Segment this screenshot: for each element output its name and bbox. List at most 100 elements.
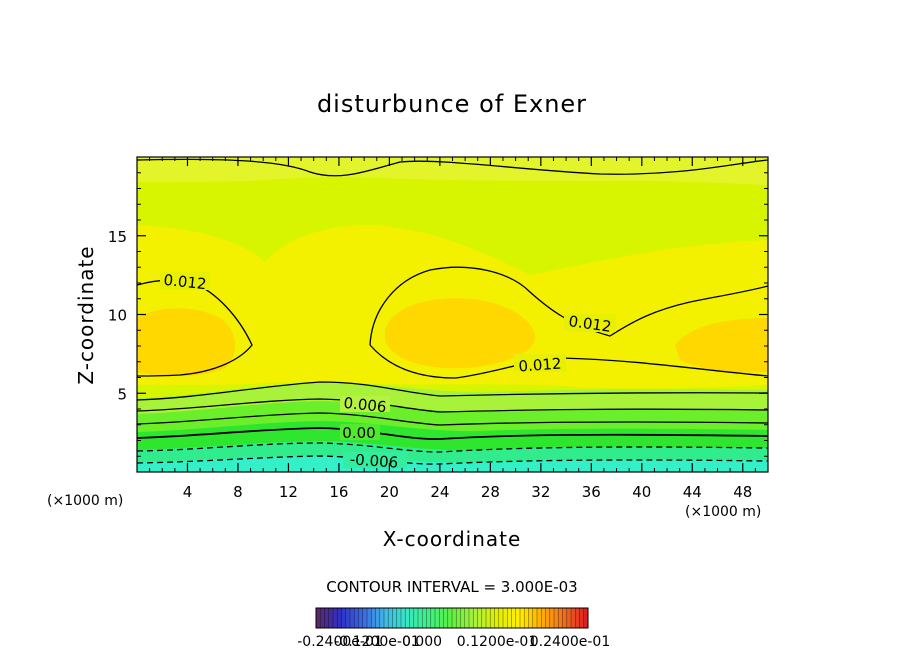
colorbar bbox=[315, 607, 589, 629]
colorbar-swatch bbox=[435, 608, 440, 628]
colorbar-swatch bbox=[418, 608, 423, 628]
colorbar-swatch bbox=[324, 608, 330, 628]
colorbar-tick-label: 0.2400e-01 bbox=[530, 634, 610, 650]
colorbar-swatch bbox=[316, 608, 321, 628]
colorbar-swatch bbox=[345, 608, 351, 628]
colorbar-swatch bbox=[384, 608, 389, 628]
colorbar-swatch bbox=[367, 608, 372, 628]
colorbar-swatch bbox=[333, 608, 338, 628]
colorbar-tick-label: -0.1200e-01 bbox=[334, 634, 420, 650]
fill-gold-center bbox=[385, 298, 536, 369]
colorbar-swatch bbox=[507, 608, 512, 628]
contour-label: 0.00 bbox=[342, 424, 375, 442]
colorbar-swatch bbox=[558, 608, 563, 628]
contour-interval-text: CONTOUR INTERVAL = 3.000E-03 bbox=[326, 578, 577, 596]
colorbar-swatch bbox=[405, 608, 410, 628]
contour-label-bg bbox=[340, 424, 380, 440]
colorbar-swatch bbox=[375, 608, 381, 628]
colorbar-swatch bbox=[371, 608, 376, 628]
x-tick-label: 40 bbox=[632, 483, 651, 501]
contour-label: 0.012 bbox=[567, 312, 612, 336]
colorbar-swatch bbox=[422, 608, 427, 628]
contour-neg006 bbox=[137, 455, 768, 465]
colorbar-swatch bbox=[575, 608, 580, 628]
colorbar-swatch bbox=[320, 608, 325, 628]
contour-006a bbox=[137, 381, 768, 401]
y-axis-label: Z-coordinate bbox=[74, 245, 98, 384]
contour-label-bg bbox=[160, 272, 210, 290]
contour-label: 0.012 bbox=[518, 355, 562, 376]
colorbar-swatch bbox=[554, 608, 559, 628]
x-tick-label: 12 bbox=[279, 483, 298, 501]
contour-label: 0.012 bbox=[163, 271, 208, 293]
colorbar-swatch bbox=[396, 608, 402, 628]
contour-003 bbox=[137, 412, 768, 426]
colorbar-swatch bbox=[571, 608, 576, 628]
colorbar-swatch bbox=[443, 608, 449, 628]
contour-top bbox=[137, 158, 768, 177]
colorbar-frame bbox=[315, 607, 589, 629]
colorbar-swatch bbox=[498, 608, 504, 628]
colorbar-swatch bbox=[490, 608, 495, 628]
colorbar-swatch bbox=[379, 608, 385, 628]
colorbar-swatch bbox=[503, 608, 508, 628]
colorbar-swatch bbox=[481, 608, 487, 628]
colorbar-swatch bbox=[562, 608, 568, 628]
colorbar-swatch bbox=[494, 608, 500, 628]
y-ticks: 5 10 15 bbox=[108, 172, 768, 457]
colorbar-swatch bbox=[388, 608, 393, 628]
colorbar-swatch bbox=[464, 608, 470, 628]
colorbar-tick-label: -0.2400e-01 bbox=[297, 634, 383, 650]
x-tick-label: 16 bbox=[329, 483, 348, 501]
colorbar-swatch bbox=[545, 608, 551, 628]
colorbar-swatch bbox=[566, 608, 572, 628]
colorbar-swatch bbox=[350, 608, 355, 628]
colorbar-swatch bbox=[579, 608, 585, 628]
contour-label: 0.006 bbox=[343, 394, 388, 416]
plot-area: 0.012 0.012 0.012 0.006 0.00 -0.006 bbox=[137, 157, 768, 472]
colorbar-swatch bbox=[341, 608, 347, 628]
colorbar-swatch bbox=[413, 608, 419, 628]
colorbar-swatch bbox=[477, 608, 483, 628]
contour-label-group: 0.012 0.012 0.012 0.006 0.00 -0.006 bbox=[160, 271, 616, 472]
colorbar-swatch bbox=[452, 608, 457, 628]
colorbar-swatch bbox=[520, 608, 525, 628]
contour-neg003 bbox=[137, 442, 768, 453]
colorbar-swatch bbox=[426, 608, 432, 628]
colorbar-swatch bbox=[541, 608, 546, 628]
contour-label: -0.006 bbox=[349, 450, 398, 471]
colorbar-swatch bbox=[430, 608, 436, 628]
colorbar-swatch bbox=[362, 608, 368, 628]
colorbar-swatch bbox=[392, 608, 398, 628]
colorbar-swatch bbox=[409, 608, 415, 628]
x-tick-label: 24 bbox=[430, 483, 449, 501]
x-tick-label: 20 bbox=[380, 483, 399, 501]
colorbar-swatch bbox=[328, 608, 334, 628]
x-tick-label: 44 bbox=[683, 483, 702, 501]
x-unit-left: (×1000 m) bbox=[47, 493, 123, 509]
x-tick-label: 48 bbox=[733, 483, 752, 501]
colorbar-swatch bbox=[358, 608, 364, 628]
colorbar-swatch bbox=[537, 608, 542, 628]
colorbar-swatch bbox=[469, 608, 474, 628]
colorbar-tick-label: 0.000 bbox=[402, 634, 442, 650]
contour-006b bbox=[137, 398, 768, 413]
y-tick-label: 10 bbox=[108, 307, 127, 325]
colorbar-tick-label: 0.1200e-01 bbox=[457, 634, 537, 650]
fill-upper-band bbox=[137, 157, 768, 185]
x-ticks: 4 8 12 16 20 24 28 32 36 40 44 48 bbox=[149, 157, 756, 501]
colorbar-swatch bbox=[528, 608, 534, 628]
colorbar-swatch bbox=[511, 608, 517, 628]
colorbar-swatch bbox=[354, 608, 359, 628]
x-tick-label: 32 bbox=[531, 483, 550, 501]
contour-label-bg bbox=[343, 452, 407, 468]
x-tick-label: 36 bbox=[582, 483, 601, 501]
colorbar-swatch bbox=[460, 608, 466, 628]
chart-title: disturbunce of Exner bbox=[317, 90, 587, 118]
contour-012-center bbox=[369, 266, 768, 346]
x-axis-label: X-coordinate bbox=[383, 527, 522, 551]
colorbar-swatch bbox=[337, 608, 342, 628]
contour-000 bbox=[137, 427, 768, 440]
colorbar-swatch bbox=[439, 608, 444, 628]
